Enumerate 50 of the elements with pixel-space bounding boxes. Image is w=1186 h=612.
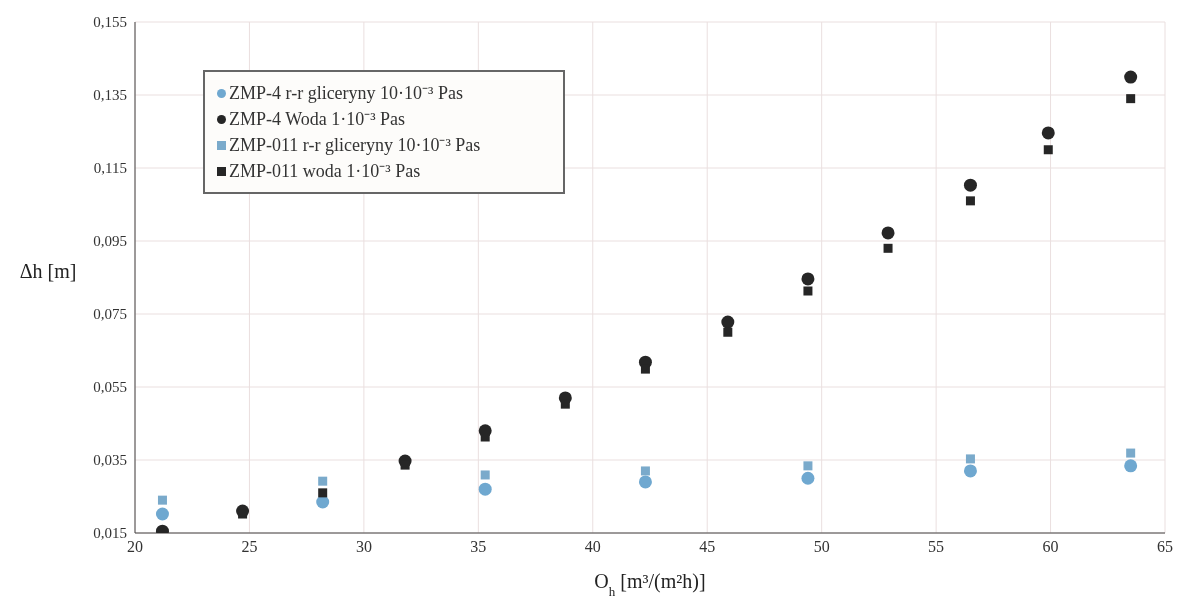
point: [1124, 70, 1138, 84]
point: [1124, 459, 1138, 473]
point: [963, 464, 977, 478]
point: [1041, 126, 1055, 140]
legend-label: ZMP-011 r-r gliceryny 10·10⁻³ Pas: [229, 134, 481, 157]
x-tick-label: 30: [355, 538, 372, 556]
x-tick-label: 40: [584, 538, 601, 556]
x-tick-label: 25: [241, 538, 258, 556]
point: [478, 482, 492, 496]
y-tick-label: 0,115: [93, 160, 127, 177]
x-tick-label: 55: [928, 538, 945, 556]
point: [638, 475, 652, 489]
point: [803, 461, 813, 471]
point: [803, 286, 813, 296]
point: [801, 272, 815, 286]
point: [881, 226, 895, 240]
point: [883, 243, 893, 253]
y-tick-label: 0,095: [93, 233, 127, 250]
y-tick-label: 0,155: [93, 14, 127, 31]
point: [640, 466, 650, 476]
x-tick-label: 35: [470, 538, 487, 556]
x-tick-label: 20: [127, 538, 143, 556]
point: [801, 471, 815, 485]
point: [1043, 145, 1053, 155]
y-tick-label: 0,135: [93, 87, 127, 104]
point: [963, 178, 977, 192]
y-tick-label: 0,035: [93, 452, 127, 469]
y-tick-label: 0,015: [93, 525, 127, 542]
y-tick-label: 0,055: [93, 379, 127, 396]
point: [721, 315, 735, 329]
x-tick-label: 65: [1157, 538, 1173, 556]
point: [965, 196, 975, 206]
x-axis-title: O$_{h}$ [m³/(m²h)]: [594, 570, 706, 599]
legend-label: ZMP-4 r-r gliceryny 10·10⁻³ Pas: [229, 82, 463, 105]
x-tick-label: 60: [1042, 538, 1059, 556]
y-tick-label: 0,075: [93, 306, 127, 323]
point: [965, 454, 975, 464]
point: [723, 327, 733, 337]
legend-label: ZMP-4 Woda 1·10⁻³ Pas: [229, 108, 406, 131]
x-tick-label: 50: [813, 538, 830, 556]
point: [1126, 448, 1136, 458]
point: [318, 488, 328, 498]
legend-label: ZMP-011 woda 1·10⁻³ Pas: [229, 160, 421, 183]
point: [318, 476, 328, 486]
x-tick-label: 45: [699, 538, 716, 556]
y-axis-title: Δh [m]: [19, 259, 77, 282]
point: [157, 495, 167, 505]
point: [480, 470, 490, 480]
point: [1126, 94, 1136, 104]
point: [155, 507, 169, 521]
